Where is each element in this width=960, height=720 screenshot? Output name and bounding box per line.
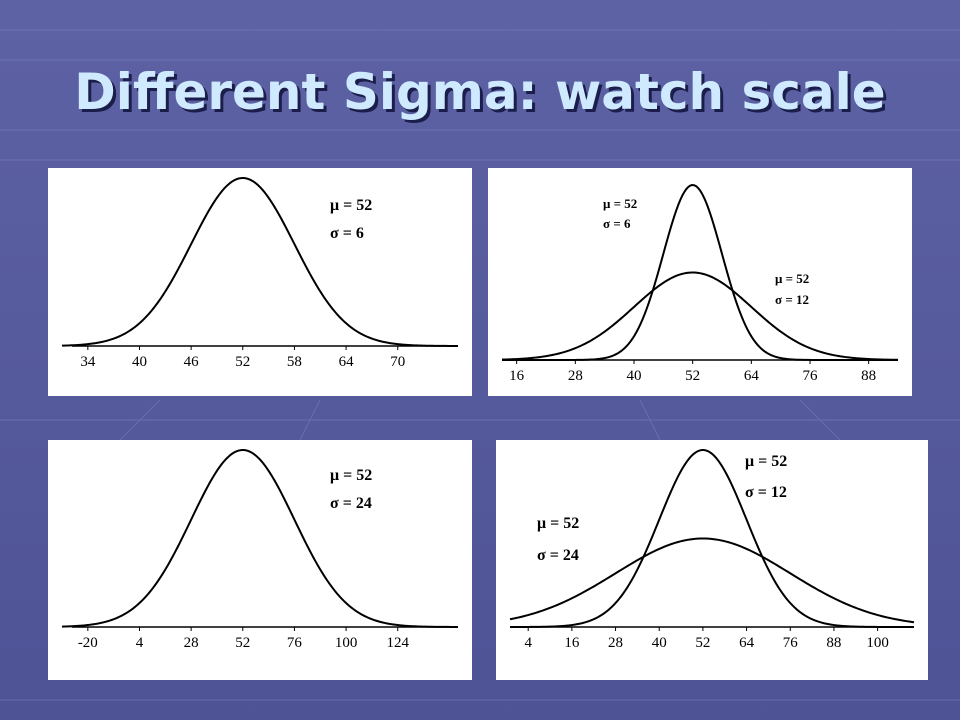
- x-tick-label: -20: [78, 635, 98, 651]
- x-tick-label: 28: [608, 635, 623, 651]
- x-tick-label: 4: [136, 635, 144, 651]
- x-tick-label: 4: [524, 635, 532, 651]
- mu-label: μ = 52: [745, 453, 787, 470]
- normal-curve: [61, 177, 458, 347]
- x-tick-label: 28: [184, 635, 199, 651]
- normal-curve: [61, 449, 459, 628]
- x-tick-label: 70: [390, 354, 405, 370]
- x-tick-label: 40: [132, 354, 147, 370]
- normal-curve: [510, 449, 914, 628]
- x-tick-label: 64: [744, 368, 760, 384]
- panel-background: [496, 440, 928, 680]
- x-tick-label: 76: [803, 368, 819, 384]
- x-tick-label: 16: [564, 635, 580, 651]
- chart-panel: 4 16 28 40 52 64 76 88 100 μ = 52 σ = 12 μ = 52 σ = …: [496, 440, 928, 680]
- normal-curve: [501, 271, 899, 361]
- mu-label: μ = 52: [330, 467, 372, 484]
- sigma-label: σ = 12: [775, 292, 809, 307]
- x-tick-label: 76: [287, 635, 303, 651]
- normal-curve: [502, 184, 898, 361]
- mu-label: μ = 52: [775, 271, 809, 286]
- x-tick-label: 52: [685, 368, 700, 384]
- sigma-label: σ = 24: [537, 547, 579, 564]
- x-tick-label: 52: [235, 635, 250, 651]
- x-tick-label: 58: [287, 354, 302, 370]
- x-tick-label: 64: [339, 354, 355, 370]
- mu-label: μ = 52: [537, 515, 579, 532]
- x-tick-label: 88: [826, 635, 841, 651]
- x-tick-label: 28: [568, 368, 583, 384]
- chart-panel: 16 28 40 52 64 76 88 μ = 52 σ = 6 μ = 52 σ = 12: [488, 168, 912, 396]
- normal-curve: [509, 537, 915, 624]
- sigma-label: σ = 6: [330, 225, 364, 242]
- x-tick-label: 52: [235, 354, 250, 370]
- x-tick-label: 34: [80, 354, 96, 370]
- chart-panel: 34 40 46 52 58 64 70 μ = 52 σ = 6: [48, 168, 472, 396]
- panel-background: [48, 168, 472, 396]
- x-tick-label: 52: [695, 635, 710, 651]
- x-tick-label: 40: [652, 635, 667, 651]
- panel-background: [48, 440, 472, 680]
- background-grid: [0, 29, 960, 701]
- x-tick-label: 100: [335, 635, 358, 651]
- x-tick-label: 40: [627, 368, 642, 384]
- mu-label: μ = 52: [603, 196, 637, 211]
- sigma-label: σ = 24: [330, 495, 372, 512]
- x-tick-label: 124: [386, 635, 409, 651]
- title-shadow: Different Sigma: watch scale: [77, 66, 888, 124]
- x-tick-label: 16: [509, 368, 525, 384]
- x-tick-label: 88: [861, 368, 876, 384]
- x-tick-label: 76: [783, 635, 799, 651]
- x-tick-label: 64: [739, 635, 755, 651]
- sigma-label: σ = 12: [745, 484, 787, 501]
- panel-background: [488, 168, 912, 396]
- sigma-label: σ = 6: [603, 216, 631, 231]
- mu-label: μ = 52: [330, 197, 372, 214]
- x-tick-label: 100: [866, 635, 889, 651]
- title: Different Sigma: watch scale: [74, 63, 885, 121]
- chart-panel: -20 4 28 52 76 100 124 μ = 52 σ = 24: [48, 440, 472, 680]
- x-tick-label: 46: [184, 354, 200, 370]
